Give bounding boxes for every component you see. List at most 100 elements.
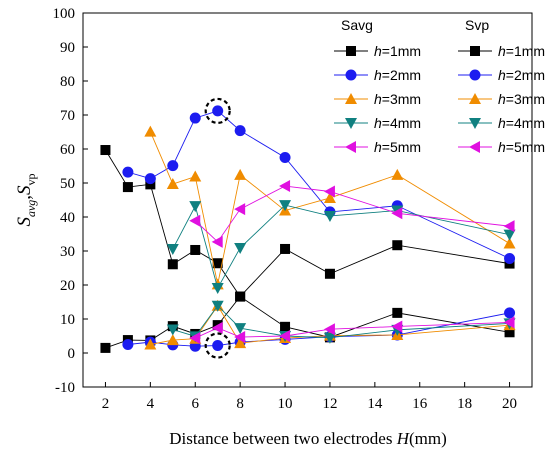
y-tick-label: 30: [60, 244, 75, 260]
svp-series-2-point: [122, 339, 134, 350]
svp-series-2-line: [127, 312, 510, 347]
x-tick-label: 18: [457, 396, 472, 412]
x-tick-label: 8: [236, 396, 244, 412]
highlight-layer: [204, 97, 231, 359]
savg-series-1-point: [100, 145, 111, 156]
legend-marker: [345, 141, 356, 153]
svp-series-5-point: [391, 320, 403, 333]
savg-series-1-line: [105, 149, 510, 298]
savg-series-2-point: [167, 160, 179, 172]
svp-series-5-point: [234, 331, 246, 344]
savg-series-1-point: [122, 182, 133, 193]
y-tick-label: 20: [60, 278, 75, 294]
svp-series-1-point: [280, 321, 291, 332]
x-tick-label: 10: [278, 396, 293, 412]
legend-marker: [345, 69, 357, 81]
x-tick-label: 4: [147, 396, 155, 412]
savg-series-3-point: [323, 191, 336, 203]
svp-series-4-line: [172, 305, 510, 339]
y-tick-label: 40: [60, 210, 75, 226]
savg-series-4-point: [503, 229, 516, 241]
ticks: 2 4 6 8 10 12 14 16 18 20 -10 0 10 20 30 40 50 60 70 80 90 10…: [53, 6, 518, 412]
legend-label: h=5mm: [374, 139, 421, 155]
svp-series-5-point: [503, 316, 515, 329]
savg-series-2-point: [504, 252, 516, 264]
savg-series-5-point: [279, 180, 291, 193]
legend-label: h=2mm: [498, 67, 545, 83]
svp-series-3-point: [166, 334, 179, 346]
savg-series-4-point: [234, 242, 247, 254]
savg-series-3-point: [166, 178, 179, 190]
savg-series-3-point: [189, 170, 202, 182]
svp-series-4-point: [166, 324, 179, 336]
svp-series-4-point: [234, 323, 247, 335]
x-tick-label: 12: [322, 396, 337, 412]
svp-series-5-point: [189, 332, 201, 345]
legend-label: h=1mm: [498, 43, 545, 59]
legend: Savgh=1mmh=2mmh=3mmh=4mmh=5mmSvph=1mmh=2…: [334, 17, 545, 155]
x-tick-label: 2: [102, 396, 110, 412]
savg-series-4-line: [172, 204, 510, 290]
svp-series-4-point: [211, 300, 224, 312]
savg-series-3-point: [234, 168, 247, 180]
legend-marker: [470, 46, 480, 56]
svp-series-1-point: [504, 327, 515, 338]
savg-series-2-point: [279, 152, 291, 163]
y-tick-label: 100: [53, 6, 76, 22]
y-tick-label: 90: [60, 40, 75, 56]
savg-series-1-point: [167, 259, 178, 270]
legend-label: h=3mm: [374, 91, 421, 107]
x-tick-label: 16: [412, 396, 428, 412]
savg-series-2-point: [234, 125, 246, 137]
x-tick-label: 6: [192, 396, 200, 412]
y-tick-label: 60: [60, 142, 75, 158]
legend-title-svp: Svp: [465, 17, 489, 33]
svp-series-4-point: [323, 332, 336, 344]
legend-marker: [345, 118, 357, 129]
axes: [82, 12, 533, 388]
legend-marker: [469, 69, 481, 81]
legend-label: h=4mm: [498, 115, 545, 131]
savg-series-4-point: [189, 201, 202, 213]
savg-series-2-point: [144, 173, 156, 185]
savg-series-2-point: [122, 166, 134, 178]
savg-series-3-point: [391, 168, 404, 180]
svp-series-1-point: [100, 342, 111, 353]
y-tick-label: 10: [60, 312, 75, 328]
savg-series-1-point: [324, 268, 335, 279]
svp-series-5-point: [323, 323, 335, 336]
plot-frame: [82, 12, 533, 388]
svp-series-1-point: [392, 307, 403, 318]
legend-marker: [469, 118, 481, 129]
savg-series-4-point: [211, 283, 224, 295]
legend-marker: [469, 93, 481, 104]
savg-series-1-point: [280, 243, 291, 254]
legend-marker: [469, 141, 480, 153]
legend-marker: [346, 46, 356, 56]
savg-series-4-point: [166, 243, 179, 255]
savg-series-3-point: [503, 237, 516, 249]
legend-title-savg: Savg: [341, 17, 373, 33]
svp-series-3-point: [234, 337, 247, 349]
savg-series-1-point: [190, 244, 201, 255]
legend-label: h=1mm: [374, 43, 421, 59]
svp-series-1-point: [235, 291, 246, 302]
svp-series-1-line: [105, 295, 510, 349]
legend-label: h=2mm: [374, 67, 421, 83]
legend-label: h=5mm: [498, 139, 545, 155]
savg-series-5-point: [503, 220, 515, 233]
y-tick-label: -10: [55, 380, 75, 396]
y-tick-label: 0: [68, 346, 76, 362]
legend-label: h=4mm: [374, 115, 421, 131]
savg-series-1-point: [212, 258, 223, 269]
series-layer: [100, 105, 516, 353]
savg-series-1-point: [392, 240, 403, 251]
savg-series-2-point: [189, 112, 201, 124]
legend-label: h=3mm: [498, 91, 545, 107]
savg-series-1-point: [145, 179, 156, 190]
svp-series-5-point: [279, 330, 291, 342]
svp-series-5-point: [211, 321, 223, 334]
savg-series-5-point: [211, 235, 223, 248]
y-tick-label: 50: [60, 176, 75, 192]
